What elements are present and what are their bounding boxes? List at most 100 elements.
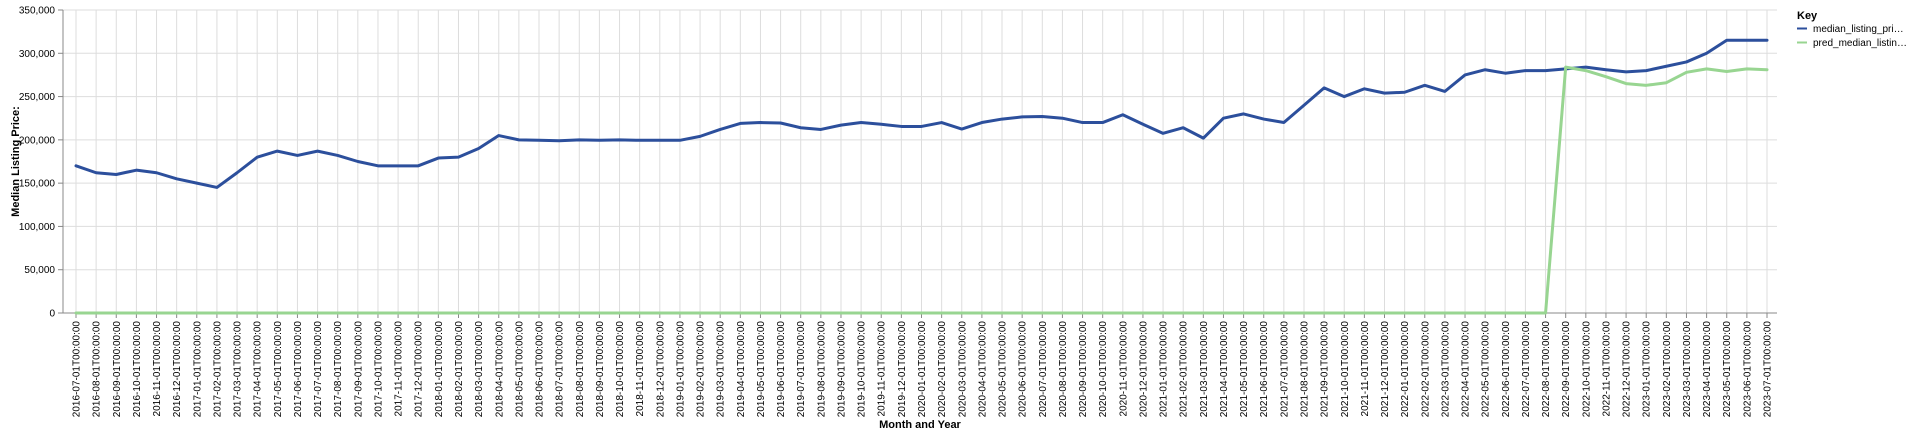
legend-label: pred_median_listin… xyxy=(1813,38,1907,49)
x-tick-label: 2022-05-01T00:00:00 xyxy=(1481,321,1492,418)
x-tick-label: 2020-01-01T00:00:00 xyxy=(917,321,928,418)
series-line-pred-median-listing-price xyxy=(74,65,1769,315)
x-tick-label: 2021-09-01T00:00:00 xyxy=(1320,321,1331,418)
x-tick-label: 2019-02-01T00:00:00 xyxy=(696,321,707,418)
x-tick-label: 2019-05-01T00:00:00 xyxy=(756,321,767,418)
x-tick-label: 2019-11-01T00:00:00 xyxy=(877,321,888,417)
x-tick-label: 2019-09-01T00:00:00 xyxy=(836,321,847,418)
x-tick-label: 2021-05-01T00:00:00 xyxy=(1239,321,1250,418)
x-tick-label: 2018-07-01T00:00:00 xyxy=(555,321,566,418)
x-tick-label: 2021-06-01T00:00:00 xyxy=(1259,321,1270,418)
x-tick-label: 2021-02-01T00:00:00 xyxy=(1179,321,1190,418)
x-tick-label: 2021-11-01T00:00:00 xyxy=(1360,321,1371,417)
x-tick-label: 2017-11-01T00:00:00 xyxy=(394,321,405,417)
gridlines xyxy=(63,9,1777,314)
x-tick-label: 2019-06-01T00:00:00 xyxy=(776,321,787,418)
x-tick-label: 2017-03-01T00:00:00 xyxy=(233,321,244,418)
x-tick-label: 2016-09-01T00:00:00 xyxy=(112,321,123,418)
x-tick-label: 2017-05-01T00:00:00 xyxy=(273,321,284,418)
x-tick-label: 2018-05-01T00:00:00 xyxy=(514,321,525,418)
x-tick-label: 2018-08-01T00:00:00 xyxy=(575,321,586,418)
x-tick-label: 2021-12-01T00:00:00 xyxy=(1380,321,1391,418)
x-tick-label: 2020-02-01T00:00:00 xyxy=(937,321,948,418)
x-tick-label: 2016-11-01T00:00:00 xyxy=(152,321,163,417)
x-tick-label: 2021-01-01T00:00:00 xyxy=(1159,321,1170,418)
series-line-median-listing-price xyxy=(74,38,1769,189)
x-tick-label: 2019-08-01T00:00:00 xyxy=(816,321,827,418)
x-tick-label: 2022-09-01T00:00:00 xyxy=(1561,321,1572,418)
x-tick-label: 2021-10-01T00:00:00 xyxy=(1340,321,1351,418)
x-tick-label: 2020-05-01T00:00:00 xyxy=(998,321,1009,418)
x-tick-label: 2023-06-01T00:00:00 xyxy=(1742,321,1753,418)
x-tick-label: 2020-10-01T00:00:00 xyxy=(1098,321,1109,418)
x-tick-label: 2023-05-01T00:00:00 xyxy=(1722,321,1733,418)
y-tick-label: 0 xyxy=(49,309,55,320)
x-tick-label: 2018-06-01T00:00:00 xyxy=(535,321,546,418)
x-axis-title: Month and Year xyxy=(879,419,961,431)
axes: 0 50,000 100,000 150,000 200,000 250,000 300,0… xyxy=(19,6,1777,418)
x-tick-label: 2017-04-01T00:00:00 xyxy=(253,321,264,418)
x-tick-label: 2020-11-01T00:00:00 xyxy=(1118,321,1129,417)
y-tick-label: 100,000 xyxy=(19,222,56,233)
x-tick-label: 2019-07-01T00:00:00 xyxy=(796,321,807,418)
x-tick-label: 2021-03-01T00:00:00 xyxy=(1199,321,1210,418)
x-tick-label: 2019-12-01T00:00:00 xyxy=(897,321,908,418)
x-tick-label: 2020-06-01T00:00:00 xyxy=(1018,321,1029,418)
x-tick-label: 2021-08-01T00:00:00 xyxy=(1299,321,1310,418)
x-tick-label: 2020-12-01T00:00:00 xyxy=(1138,321,1149,418)
y-tick-label: 350,000 xyxy=(19,6,56,17)
x-tick-label: 2016-10-01T00:00:00 xyxy=(132,321,143,418)
x-tick-label: 2017-09-01T00:00:00 xyxy=(353,321,364,418)
x-tick-label: 2023-02-01T00:00:00 xyxy=(1662,321,1673,418)
x-tick-label: 2021-07-01T00:00:00 xyxy=(1279,321,1290,418)
x-tick-label: 2020-08-01T00:00:00 xyxy=(1058,321,1069,418)
x-tick-label: 2022-11-01T00:00:00 xyxy=(1601,321,1612,417)
series-lines xyxy=(74,38,1769,315)
x-tick-label: 2018-11-01T00:00:00 xyxy=(635,321,646,417)
x-tick-label: 2017-08-01T00:00:00 xyxy=(333,321,344,418)
x-tick-label: 2022-02-01T00:00:00 xyxy=(1420,321,1431,418)
x-tick-label: 2018-01-01T00:00:00 xyxy=(434,321,445,418)
x-tick-label: 2020-03-01T00:00:00 xyxy=(957,321,968,418)
x-tick-label: 2023-03-01T00:00:00 xyxy=(1682,321,1693,418)
x-tick-label: 2023-07-01T00:00:00 xyxy=(1763,321,1774,418)
y-tick-label: 300,000 xyxy=(19,49,56,60)
x-tick-label: 2019-01-01T00:00:00 xyxy=(675,321,686,418)
x-tick-label: 2021-04-01T00:00:00 xyxy=(1219,321,1230,418)
x-tick-label: 2019-10-01T00:00:00 xyxy=(857,321,868,418)
x-tick-label: 2019-03-01T00:00:00 xyxy=(716,321,727,418)
x-tick-label: 2022-06-01T00:00:00 xyxy=(1501,321,1512,418)
legend: Key median_listing_pri… pred_median_listi… xyxy=(1797,10,1907,49)
x-tick-label: 2017-06-01T00:00:00 xyxy=(293,321,304,418)
x-tick-label: 2022-08-01T00:00:00 xyxy=(1541,321,1552,418)
x-tick-label: 2016-12-01T00:00:00 xyxy=(172,321,183,418)
x-tick-label: 2018-04-01T00:00:00 xyxy=(494,321,505,418)
x-tick-label: 2020-07-01T00:00:00 xyxy=(1038,321,1049,418)
y-tick-label: 150,000 xyxy=(19,179,56,190)
y-tick-label: 50,000 xyxy=(24,265,55,276)
x-tick-label: 2018-03-01T00:00:00 xyxy=(474,321,485,418)
x-tick-label: 2016-08-01T00:00:00 xyxy=(92,321,103,418)
x-tick-label: 2020-04-01T00:00:00 xyxy=(977,321,988,418)
x-tick-label: 2019-04-01T00:00:00 xyxy=(736,321,747,418)
x-tick-label: 2016-07-01T00:00:00 xyxy=(72,321,83,418)
y-axis-title: Median Listing Price: xyxy=(10,106,22,217)
x-tick-label: 2023-01-01T00:00:00 xyxy=(1642,321,1653,418)
x-tick-label: 2022-01-01T00:00:00 xyxy=(1400,321,1411,418)
x-tick-label: 2022-03-01T00:00:00 xyxy=(1440,321,1451,418)
x-tick-label: 2023-04-01T00:00:00 xyxy=(1702,321,1713,418)
x-tick-label: 2018-09-01T00:00:00 xyxy=(595,321,606,418)
x-tick-label: 2022-12-01T00:00:00 xyxy=(1622,321,1633,418)
x-tick-label: 2018-10-01T00:00:00 xyxy=(615,321,626,418)
x-tick-label: 2017-01-01T00:00:00 xyxy=(192,321,203,418)
legend-title: Key xyxy=(1797,10,1818,22)
y-tick-label: 250,000 xyxy=(19,92,56,103)
x-tick-label: 2022-10-01T00:00:00 xyxy=(1581,321,1592,418)
x-tick-label: 2017-07-01T00:00:00 xyxy=(313,321,324,418)
x-tick-label: 2020-09-01T00:00:00 xyxy=(1078,321,1089,418)
legend-label: median_listing_pri… xyxy=(1813,24,1904,35)
x-tick-label: 2022-07-01T00:00:00 xyxy=(1521,321,1532,418)
y-tick-label: 200,000 xyxy=(19,135,56,146)
